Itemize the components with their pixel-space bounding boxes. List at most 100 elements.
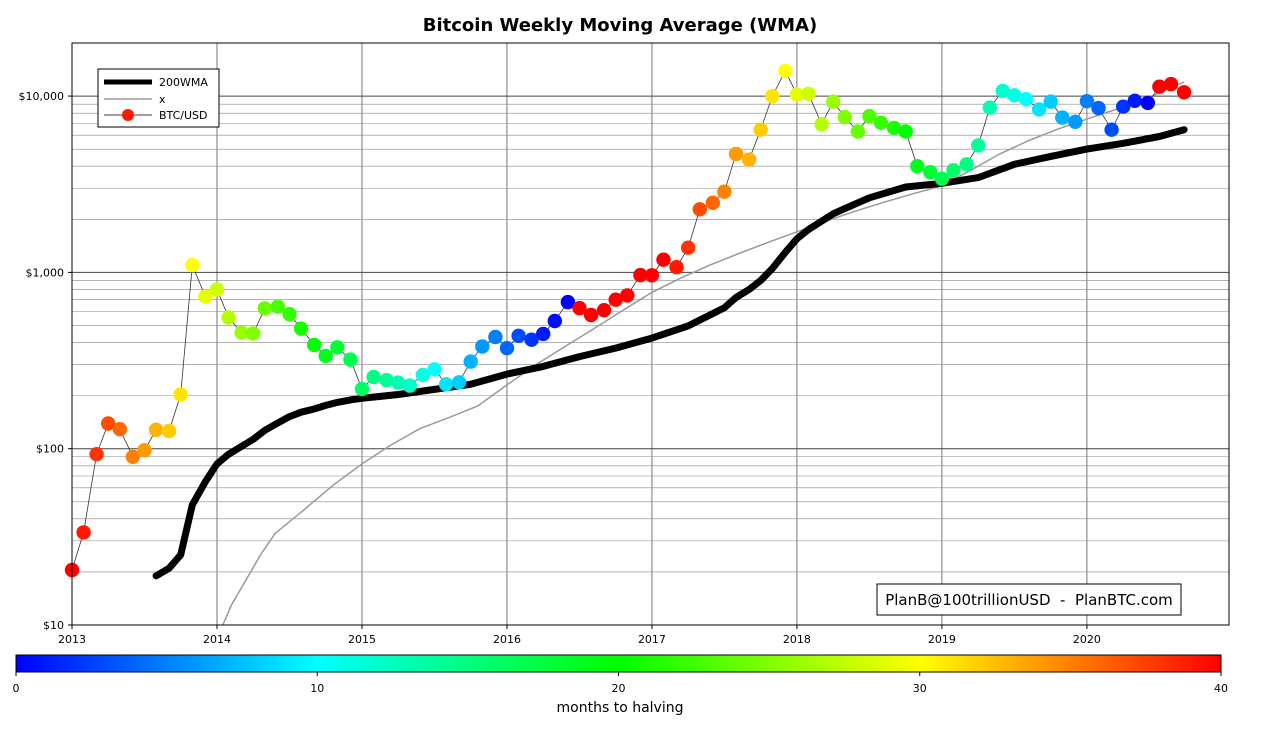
- btc-point: [669, 260, 684, 275]
- y-tick-label: $100: [36, 443, 64, 456]
- colorbar-tick-label: 0: [13, 682, 20, 695]
- y-axis-ticks: $10 $100 $1,000 $10,000: [19, 90, 72, 632]
- btc-point: [1018, 92, 1034, 107]
- credit-box: [876, 583, 1182, 616]
- legend-btc-marker: [122, 109, 134, 121]
- credit-annotation: PlanB@100trillionUSD - PlanBTC.com: [876, 583, 1182, 616]
- y-tick-label: $10: [43, 619, 64, 632]
- legend-btc-label: BTC/USD: [159, 109, 208, 122]
- btc-point: [801, 86, 816, 102]
- btc-point: [995, 83, 1010, 99]
- btc-point: [209, 282, 225, 297]
- btc-point: [451, 375, 467, 390]
- btc-point: [789, 87, 805, 102]
- btc-point: [1104, 122, 1119, 137]
- btc-point: [1007, 88, 1022, 103]
- btc-point: [125, 449, 141, 464]
- btc-point: [463, 354, 478, 369]
- btc-point: [728, 146, 744, 162]
- btc-point: [692, 202, 707, 217]
- btc-point: [148, 422, 164, 437]
- btc-point: [753, 122, 768, 137]
- btc-point: [934, 171, 950, 186]
- btc-point: [438, 377, 454, 392]
- x-tick-label: 2020: [1073, 633, 1101, 646]
- btc-point: [366, 369, 381, 385]
- btc-point: [1140, 95, 1156, 111]
- x-tick-label: 2018: [783, 633, 811, 646]
- btc-point: [862, 108, 877, 124]
- btc-point: [923, 165, 938, 180]
- btc-point: [282, 306, 297, 322]
- btc-point: [633, 267, 648, 283]
- btc-point: [1055, 110, 1070, 125]
- x-line: [222, 81, 1185, 625]
- btc-point: [717, 184, 732, 199]
- x-tick-label: 2017: [638, 633, 666, 646]
- btc-point: [343, 352, 358, 367]
- btc-point: [850, 124, 865, 139]
- btc-point: [608, 292, 623, 307]
- btc-point: [873, 115, 889, 130]
- btc-point: [946, 163, 961, 178]
- btc-point: [354, 381, 370, 397]
- btc-point: [112, 422, 128, 437]
- colorbar-tick-label: 10: [310, 682, 324, 695]
- btc-point: [161, 423, 177, 439]
- chart-title: Bitcoin Weekly Moving Average (WMA): [423, 15, 817, 36]
- credit-text: PlanB@100trillionUSD - PlanBTC.com: [885, 591, 1173, 609]
- colorbar-label: months to halving: [557, 700, 684, 716]
- legend-200wma-label: 200WMA: [159, 76, 208, 89]
- legend-x-label: x: [159, 93, 166, 106]
- btc-point: [826, 94, 841, 109]
- btc-point: [620, 288, 635, 303]
- btc-point: [173, 387, 188, 402]
- x-tick-label: 2016: [493, 633, 521, 646]
- btc-point: [572, 300, 587, 316]
- grid-lines: [71, 42, 1229, 626]
- series-lines: [72, 70, 1188, 625]
- btc-point: [391, 375, 406, 390]
- btc-point: [644, 268, 660, 283]
- colorbar: 0 10 20 30 40 months to halving: [13, 654, 1228, 716]
- x-tick-label: 2013: [58, 633, 86, 646]
- btc-point: [681, 240, 696, 255]
- btc-point: [705, 195, 720, 210]
- btc-point: [1043, 94, 1058, 109]
- colorbar-tick-label: 40: [1214, 682, 1228, 695]
- btc-point: [257, 301, 272, 316]
- btc-point: [415, 367, 431, 383]
- btc-point: [898, 124, 913, 139]
- btc-point: [1116, 99, 1131, 114]
- btc-point: [536, 326, 551, 342]
- btc-point: [511, 328, 526, 343]
- btc-point: [971, 138, 986, 153]
- btc-point: [330, 340, 345, 355]
- colorbar-gradient: [15, 654, 1222, 673]
- btc-point: [1031, 102, 1047, 117]
- btc-point: [837, 109, 852, 125]
- btc-point: [560, 294, 576, 310]
- btc-point: [1091, 100, 1106, 116]
- btc-point: [814, 117, 829, 132]
- btc-point: [234, 325, 249, 340]
- 200wma-line: [152, 126, 1188, 580]
- btc-point: [547, 313, 562, 329]
- btc-point: [1176, 85, 1192, 100]
- y-tick-label: $1,000: [26, 266, 65, 279]
- btc-point: [741, 152, 757, 167]
- btc-point: [185, 257, 200, 273]
- btc-point: [1152, 79, 1167, 94]
- btc-point: [1079, 94, 1095, 109]
- btc-point: [524, 332, 539, 347]
- btc-point: [910, 159, 925, 174]
- btc-point: [499, 340, 515, 356]
- legend: 200WMA x BTC/USD: [97, 68, 220, 128]
- btc-point: [379, 372, 394, 388]
- btc-point: [101, 416, 116, 431]
- x-tick-label: 2015: [348, 633, 376, 646]
- btc-point: [656, 252, 671, 267]
- btc-point: [488, 329, 503, 345]
- btc-point: [221, 310, 236, 325]
